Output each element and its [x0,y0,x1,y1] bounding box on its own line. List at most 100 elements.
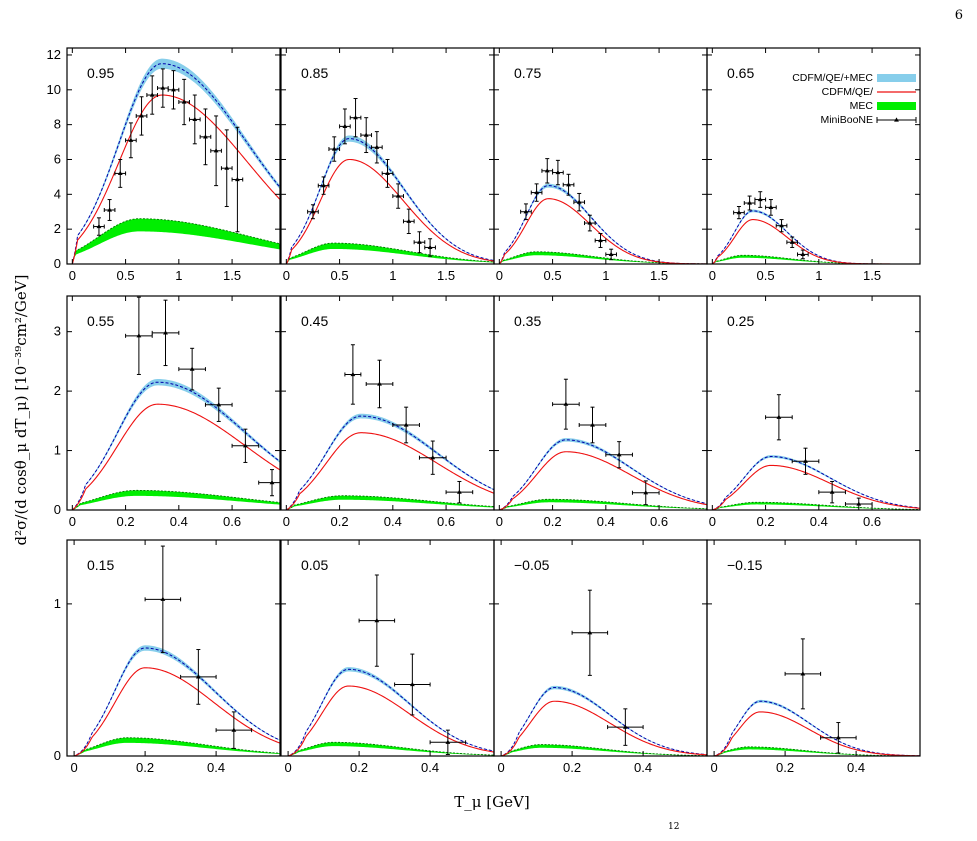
data-point [188,94,201,145]
qe-line [707,711,920,756]
panel-plot-area [707,191,920,264]
x-tick-label: 0 [283,514,290,529]
mec-band [281,243,494,264]
x-tick-label: 1.5 [863,268,881,283]
data-marker [363,132,369,137]
legend-label: CDFM/QE/+MEC [792,72,873,84]
mec-line [67,737,280,756]
mec-band [67,218,280,264]
mec-band [707,255,920,264]
data-point [317,176,330,195]
data-marker [456,489,462,494]
qe-line [494,700,707,756]
mec-band [707,746,920,756]
data-point [578,406,607,444]
panel-plot-area [707,394,920,510]
data-point [605,248,617,261]
panel-plot-area [67,58,280,264]
panel-label-cos-theta: 0.25 [727,313,754,329]
data-point [775,219,788,233]
panel-label-cos-theta: 0.65 [727,65,754,81]
data-point [445,480,474,504]
panel-label-cos-theta: 0.35 [514,313,541,329]
data-point [392,183,404,209]
mec-line [494,251,707,264]
data-point [114,158,127,188]
data-point [562,173,575,196]
panel-label-cos-theta: 0.85 [301,65,328,81]
data-point [571,589,609,676]
mec-band [67,737,280,756]
data-marker [757,196,763,202]
data-point [167,70,180,110]
data-marker [385,170,390,176]
data-point [103,199,116,221]
panel-label-cos-theta: 0.75 [514,65,541,81]
x-tick-label: 0.4 [170,514,188,529]
data-point [210,115,222,187]
x-tick-label: 1 [815,268,822,283]
data-point [178,347,206,391]
data-marker [181,99,187,104]
panel-plot-area [707,638,920,756]
data-marker [747,200,752,205]
mec-line [281,495,494,510]
data-marker [409,681,415,687]
data-point [765,394,793,441]
legend-label: MEC [850,100,874,112]
data-point [180,649,217,705]
data-point [541,158,554,184]
total-line [281,415,494,510]
x-tick-label: 0.5 [544,268,562,283]
x-tick-label: 0.5 [117,268,135,283]
mec-band [67,490,280,510]
total-band [281,667,494,756]
y-tick-label: 4 [54,186,61,201]
x-tick-label: 0 [497,760,504,775]
x-tick-label: 0 [709,514,716,529]
panel-frame [66,47,281,265]
total-band [67,645,280,756]
x-tick-label: 1.5 [650,268,668,283]
data-marker [160,85,166,90]
data-point [424,238,436,257]
data-marker [242,443,248,448]
x-tick-label: 0.2 [117,514,135,529]
y-tick-label: 6 [54,151,61,166]
data-marker [203,134,208,139]
data-marker [117,170,123,176]
mec-line [67,489,280,510]
data-marker [566,182,571,187]
legend-label: CDFM/QE/ [822,86,873,98]
legend-label: MiniBooNE [820,114,873,126]
x-tick-label: 0.2 [136,760,154,775]
y-tick-label: 0 [54,502,61,517]
panel-9: 0 0.2 0.4 0.05 [280,539,495,775]
mec-line [707,501,920,510]
data-marker [403,422,409,427]
panel-frame [706,47,921,265]
footer-mark: 12 [668,822,680,832]
total-line [281,138,494,264]
data-marker [171,87,176,92]
y-tick-label: 0 [54,256,61,271]
qe-line [281,432,494,510]
data-marker [331,146,337,151]
data-marker [776,414,782,419]
data-point [552,378,580,430]
data-marker [555,169,561,175]
qe-line [67,667,280,756]
x-tick-label: 0.4 [384,514,402,529]
panel-3: 0 0.5 1 1.5 0.65 [706,47,921,283]
data-marker [622,724,628,729]
y-axis-title: d²σ/(d cosθ_μ dT_μ) [10⁻³⁹cm²/GeV] [12,275,30,546]
data-marker [374,144,380,149]
panel-frame [706,539,921,757]
x-tick-label: 0 [69,268,76,283]
data-marker [856,501,862,506]
data-marker [269,480,275,485]
data-marker [445,739,451,744]
data-marker [353,115,358,120]
data-marker [427,244,433,250]
